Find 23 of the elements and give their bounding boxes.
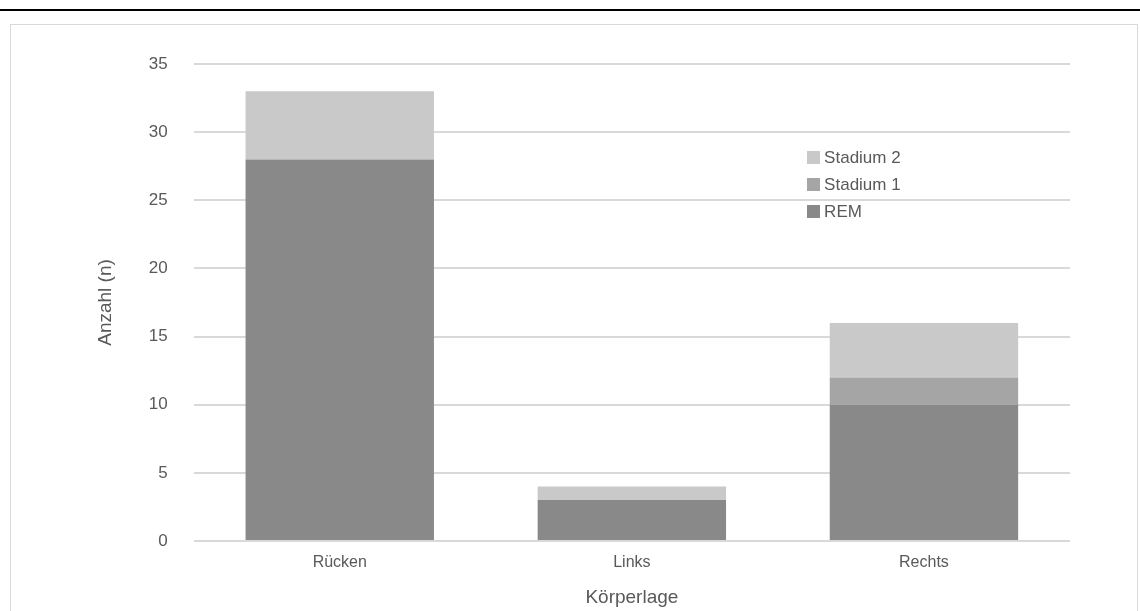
- y-tick-label: 0: [158, 530, 168, 550]
- legend-label: Stadium 1: [824, 174, 901, 195]
- bar: [829, 377, 1019, 405]
- bar: [829, 404, 1019, 540]
- y-tick-label: 15: [148, 326, 168, 346]
- x-tick-label: Links: [613, 553, 651, 571]
- y-tick-label: 5: [158, 462, 168, 482]
- y-tick-label: 30: [148, 121, 168, 141]
- bar: [245, 159, 434, 540]
- legend-label: Stadium 2: [824, 147, 901, 168]
- bar: [245, 91, 434, 160]
- y-tick-label: 35: [148, 53, 168, 73]
- y-tick-label: 20: [148, 258, 168, 278]
- x-tick-label: Rücken: [312, 553, 367, 571]
- x-tick-label: Rechts: [899, 553, 949, 571]
- bar: [829, 322, 1019, 378]
- bar: [537, 500, 727, 540]
- bar: [537, 486, 727, 501]
- x-axis-title: Körperlage: [585, 585, 679, 607]
- y-tick-label: 10: [148, 394, 168, 414]
- y-axis-title: Anzahl (n): [93, 259, 115, 346]
- legend-label: REM: [824, 201, 862, 222]
- y-tick-label: 25: [148, 189, 168, 209]
